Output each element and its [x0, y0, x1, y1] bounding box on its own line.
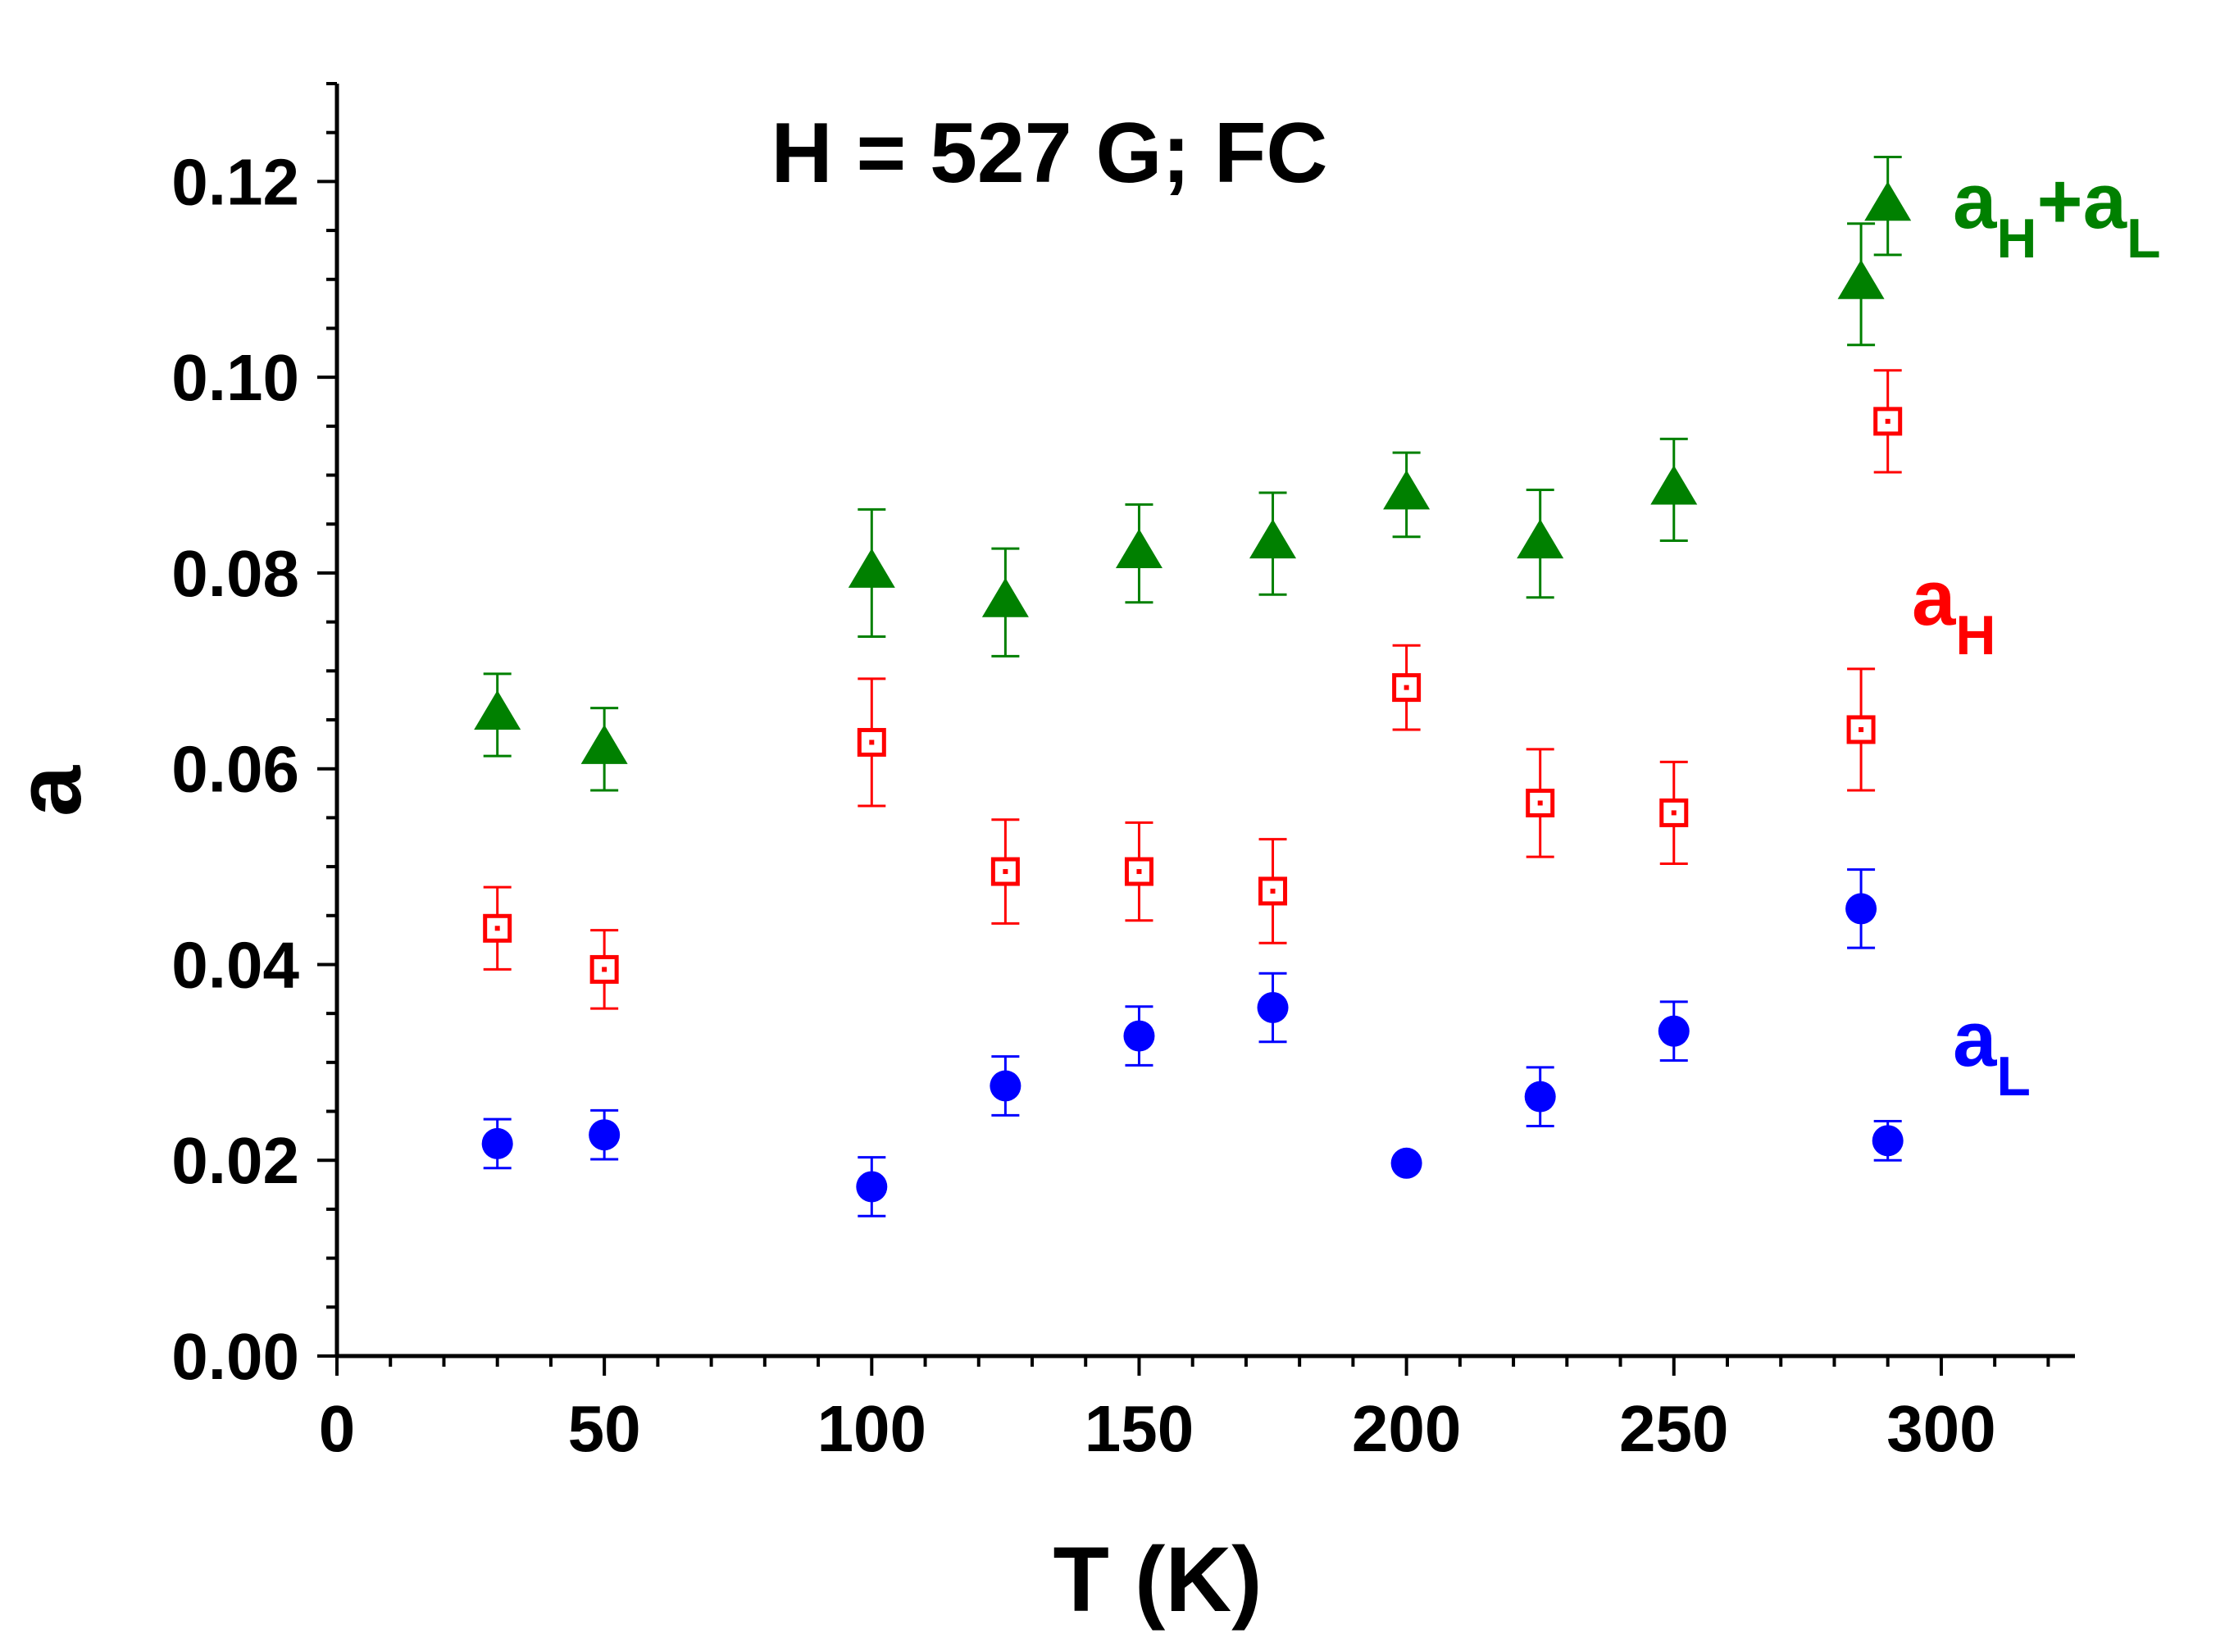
data-point-triangle	[1864, 181, 1912, 221]
data-point-square-center	[1136, 869, 1142, 875]
data-point-circle	[481, 1127, 513, 1159]
y-tick-label: 0.06	[171, 733, 299, 806]
data-point-square-center	[1404, 685, 1409, 690]
y-tick-label: 0.00	[171, 1320, 299, 1393]
data-point-circle	[1390, 1147, 1422, 1179]
y-axis-label: a	[0, 765, 100, 817]
data-point-triangle	[848, 548, 895, 588]
data-point-circle	[1658, 1015, 1690, 1047]
data-marks	[474, 156, 1912, 1217]
data-point-square-center	[1671, 810, 1677, 816]
series-aL	[481, 868, 1904, 1217]
legend-label-aL-sub: L	[1996, 1045, 2031, 1108]
data-point-square-center	[1537, 800, 1543, 806]
x-tick-label: 0	[319, 1392, 356, 1465]
x-axis-label: T (K)	[1053, 1528, 1262, 1631]
x-tick-label: 100	[817, 1392, 926, 1465]
legend-label-aH-main: a	[1912, 554, 1956, 642]
data-point-triangle	[1517, 519, 1564, 559]
data-point-triangle	[1249, 519, 1297, 559]
data-point-triangle	[1115, 529, 1162, 569]
legend-label-aH-plus-aL-main: a	[1953, 157, 1997, 245]
legend-label-aL-main: a	[1953, 995, 1997, 1083]
data-point-triangle	[1383, 470, 1431, 510]
y-tick-label: 0.04	[171, 928, 299, 1001]
data-point-triangle	[474, 690, 521, 730]
y-tick-label: 0.02	[171, 1124, 299, 1197]
y-tick-label: 0.10	[171, 341, 299, 414]
data-point-square-center	[1859, 726, 1864, 732]
legend-label-aL: aL	[1953, 995, 2031, 1108]
series-aH	[483, 369, 1903, 1010]
data-point-circle	[856, 1171, 888, 1203]
x-tick-label: 250	[1619, 1392, 1728, 1465]
legend-label-aH-sub: H	[1955, 604, 1995, 667]
legend-label-aH: aH	[1912, 554, 1996, 667]
legend-label-aH-plus-aL-sub-L: L	[2127, 207, 2161, 270]
data-point-square-center	[1270, 888, 1276, 894]
data-point-circle	[1524, 1081, 1556, 1113]
data-point-circle	[1257, 991, 1289, 1023]
x-tick-label: 150	[1085, 1392, 1194, 1465]
data-point-triangle	[1837, 259, 1885, 299]
legend-label-aH-plus-aL: aH+aL	[1953, 157, 2161, 270]
y-tick-label: 0.08	[171, 537, 299, 610]
data-point-triangle	[1650, 465, 1698, 505]
x-tick-label: 50	[568, 1392, 641, 1465]
data-point-square	[857, 727, 886, 757]
data-point-triangle	[580, 724, 628, 764]
data-point-circle	[1872, 1125, 1904, 1157]
y-tick-label: 0.12	[171, 145, 299, 218]
series-aH+aL	[474, 156, 1912, 792]
data-point-square-center	[602, 967, 607, 972]
y-ticks: 0.00 0.02 0.04 0.06 0.08 0.10 0.12	[171, 82, 337, 1393]
data-point-circle	[1123, 1020, 1155, 1052]
data-point-square	[589, 954, 619, 984]
data-point-square-center	[494, 926, 500, 931]
data-point-square-center	[1885, 418, 1890, 424]
x-ticks: 0 50 100 150 200 250 300	[319, 1356, 2050, 1465]
x-tick-label: 300	[1886, 1392, 1995, 1465]
data-point-square-center	[1003, 869, 1008, 875]
legend-label-aH-plus-aL-plus: +a	[2037, 157, 2127, 245]
data-point-circle	[589, 1119, 621, 1151]
data-point-square-center	[869, 740, 875, 745]
legend-label-aH-plus-aL-sub-H: H	[1996, 207, 2036, 270]
data-point-square	[483, 913, 512, 943]
axes	[334, 84, 2075, 1358]
x-tick-label: 200	[1352, 1392, 1461, 1465]
data-point-square	[1124, 857, 1153, 886]
data-point-circle	[990, 1070, 1021, 1102]
data-point-circle	[1845, 893, 1877, 925]
chart-title: H = 527 G; FC	[771, 106, 1327, 201]
data-point-triangle	[981, 577, 1029, 617]
